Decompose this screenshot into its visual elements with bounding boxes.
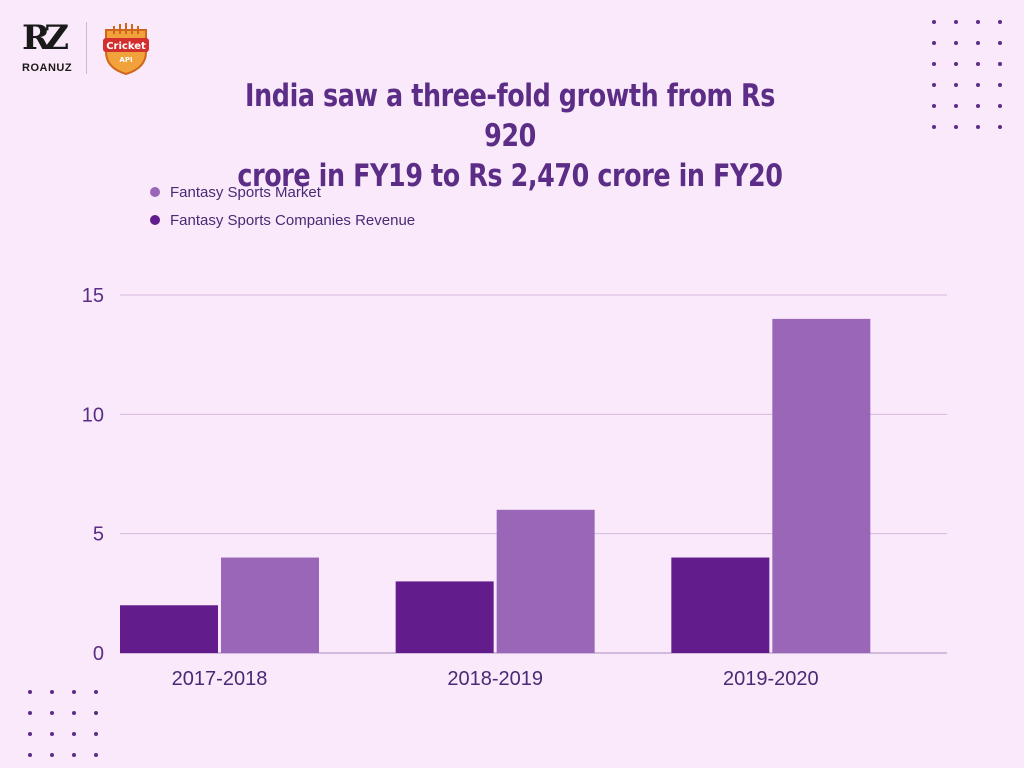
- cricket-api-logo-text: Cricket: [106, 41, 146, 52]
- legend-marker-market: [150, 187, 160, 197]
- decorative-dot: [28, 732, 32, 736]
- logo-divider: [86, 22, 87, 74]
- decorative-dot: [998, 20, 1002, 24]
- decorative-dot: [932, 20, 936, 24]
- decorative-dot: [954, 125, 958, 129]
- decorative-dot: [998, 83, 1002, 87]
- decorative-dots-bottom-left: [28, 690, 108, 768]
- decorative-dot: [932, 41, 936, 45]
- decorative-dot: [50, 690, 54, 694]
- chart-legend: Fantasy Sports Market Fantasy Sports Com…: [150, 178, 415, 234]
- decorative-dot: [976, 41, 980, 45]
- y-tick-label: 0: [93, 643, 104, 665]
- decorative-dot: [976, 20, 980, 24]
- chart-title: India saw a three-fold growth from Rs 92…: [223, 76, 797, 196]
- x-tick-label: 2019-2020: [723, 668, 819, 690]
- decorative-dot: [954, 20, 958, 24]
- decorative-dot: [932, 104, 936, 108]
- bar-market: [772, 318, 871, 653]
- chart-title-line-1: India saw a three-fold growth from Rs 92…: [245, 78, 775, 154]
- decorative-dot: [932, 62, 936, 66]
- roanuz-logo-text: ROANUZ: [22, 62, 73, 74]
- legend-label-revenue: Fantasy Sports Companies Revenue: [170, 211, 416, 229]
- roanuz-logo-mark: RZ: [22, 18, 69, 58]
- decorative-dot: [998, 41, 1002, 45]
- decorative-dot: [932, 125, 936, 129]
- bar-revenue: [671, 557, 770, 653]
- y-tick-label: 10: [82, 404, 104, 426]
- decorative-dot: [50, 732, 54, 736]
- decorative-dot: [94, 753, 98, 757]
- cricket-api-logo: Cricket API: [103, 23, 149, 76]
- bar-revenue: [395, 581, 494, 653]
- decorative-dot: [72, 732, 76, 736]
- decorative-dot: [998, 62, 1002, 66]
- decorative-dot: [28, 753, 32, 757]
- decorative-dot: [954, 104, 958, 108]
- decorative-dots-top-right: [932, 20, 1012, 135]
- decorative-dot: [954, 41, 958, 45]
- decorative-dot: [998, 125, 1002, 129]
- decorative-dot: [28, 690, 32, 694]
- decorative-dot: [954, 83, 958, 87]
- roanuz-logo: RZ ROANUZ: [22, 20, 72, 78]
- legend-item-revenue: Fantasy Sports Companies Revenue: [150, 206, 415, 234]
- cricket-api-logo-sub: API: [119, 56, 132, 64]
- x-tick-label: 2018-2019: [447, 668, 543, 690]
- decorative-dot: [94, 711, 98, 715]
- legend-marker-revenue: [150, 215, 160, 225]
- decorative-dot: [50, 753, 54, 757]
- decorative-dot: [976, 62, 980, 66]
- decorative-dot: [28, 711, 32, 715]
- x-tick-label: 2017-2018: [172, 668, 268, 690]
- legend-item-market: Fantasy Sports Market: [150, 178, 415, 206]
- decorative-dot: [72, 711, 76, 715]
- decorative-dot: [954, 62, 958, 66]
- decorative-dot: [976, 104, 980, 108]
- decorative-dot: [72, 690, 76, 694]
- decorative-dot: [94, 732, 98, 736]
- decorative-dot: [94, 690, 98, 694]
- chart-title-line-2: crore in FY19 to Rs 2,470 crore in FY20: [237, 158, 783, 194]
- decorative-dot: [976, 83, 980, 87]
- legend-label-market: Fantasy Sports Market: [170, 183, 321, 201]
- bar-market: [221, 557, 319, 653]
- y-tick-label: 15: [82, 285, 104, 307]
- bar-market: [496, 509, 595, 653]
- y-tick-label: 5: [93, 524, 104, 546]
- decorative-dot: [998, 104, 1002, 108]
- decorative-dot: [72, 753, 76, 757]
- decorative-dot: [932, 83, 936, 87]
- decorative-dot: [50, 711, 54, 715]
- decorative-dot: [976, 125, 980, 129]
- bar-revenue: [120, 605, 218, 653]
